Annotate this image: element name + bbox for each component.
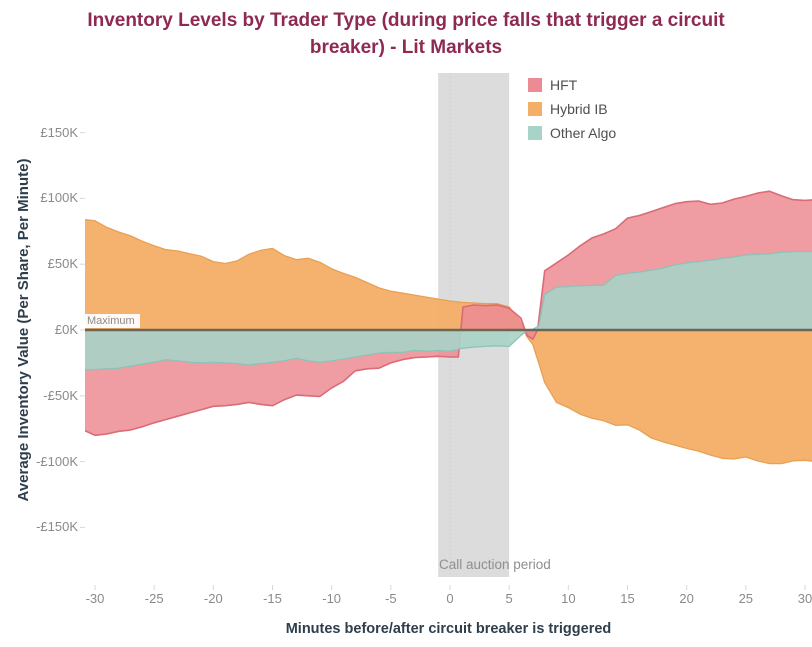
x-tick-label: 0 [446,591,454,606]
legend-label: Other Algo [550,125,617,141]
legend-swatch-icon [528,126,542,140]
x-tick-label: -5 [385,591,397,606]
x-tick-label: 15 [620,591,635,606]
x-tick-label: -20 [203,591,223,606]
chart-title-line-1: Inventory Levels by Trader Type (during … [87,10,725,31]
hft-area [85,191,812,436]
x-tick-label: -25 [144,591,164,606]
legend-item-other-algo[interactable]: Other Algo [528,121,616,145]
hybrid-ib-area [85,219,812,464]
x-axis-title: Minutes before/after circuit breaker is … [285,621,612,637]
chart-title-line-2: breaker) - Lit Markets [309,37,503,58]
y-tick-label: £100K [40,190,78,206]
x-tick-label: 20 [679,591,694,606]
legend-label: Hybrid IB [550,101,608,117]
y-tick-label: £50K [47,256,78,272]
x-tick-label: -30 [85,591,105,606]
y-tick-label: £0K [54,322,78,337]
y-tick-label: -£150K [36,519,78,535]
x-tick-label: -10 [322,591,342,606]
legend-swatch-icon [528,78,542,92]
legend-swatch-icon [528,102,542,116]
y-tick-label: -£50K [43,387,78,403]
maximum-reference-label: Maximum [85,314,140,328]
y-tick-label: £150K [40,124,78,140]
legend: HFT Hybrid IB Other Algo [528,73,616,145]
other-algo-edge [85,251,812,371]
legend-label: HFT [550,77,578,93]
axis-tick-layer [80,132,806,590]
hybrid-ib-edge [85,219,812,465]
x-tick-label: 25 [738,591,754,606]
x-tick-label: 10 [561,591,576,606]
other-algo-area [85,251,812,371]
x-tick-label: -15 [263,591,282,606]
chart-title: Inventory Levels by Trader Type (during … [0,7,812,61]
series-area-layer [85,190,812,465]
legend-item-hft[interactable]: HFT [528,73,616,97]
x-tick-label: 5 [505,591,513,606]
x-tick-label: 30 [797,591,812,606]
call-auction-period-label: Call auction period [439,557,551,572]
legend-item-hybrid-ib[interactable]: Hybrid IB [528,97,616,121]
y-tick-label: -£100K [36,453,78,469]
